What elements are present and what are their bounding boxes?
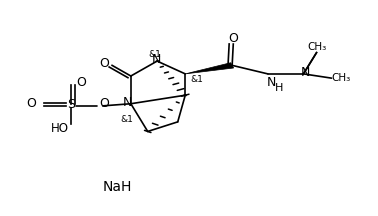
Text: N: N (267, 76, 276, 89)
Text: O: O (99, 57, 109, 70)
Text: O: O (76, 76, 86, 89)
Text: N: N (301, 66, 310, 79)
Text: &1: &1 (120, 115, 133, 124)
Text: O: O (100, 97, 110, 110)
Text: O: O (26, 97, 36, 110)
Text: CH₃: CH₃ (308, 42, 327, 52)
Text: NaH: NaH (103, 180, 132, 194)
Text: HO: HO (51, 122, 68, 135)
Text: H: H (275, 83, 283, 93)
Text: S: S (67, 98, 75, 111)
Text: CH₃: CH₃ (332, 73, 350, 83)
Text: N: N (123, 96, 133, 109)
Polygon shape (185, 63, 234, 74)
Text: N: N (151, 53, 161, 66)
Text: &1: &1 (191, 75, 204, 84)
Text: O: O (228, 32, 238, 45)
Text: &1: &1 (149, 50, 162, 59)
